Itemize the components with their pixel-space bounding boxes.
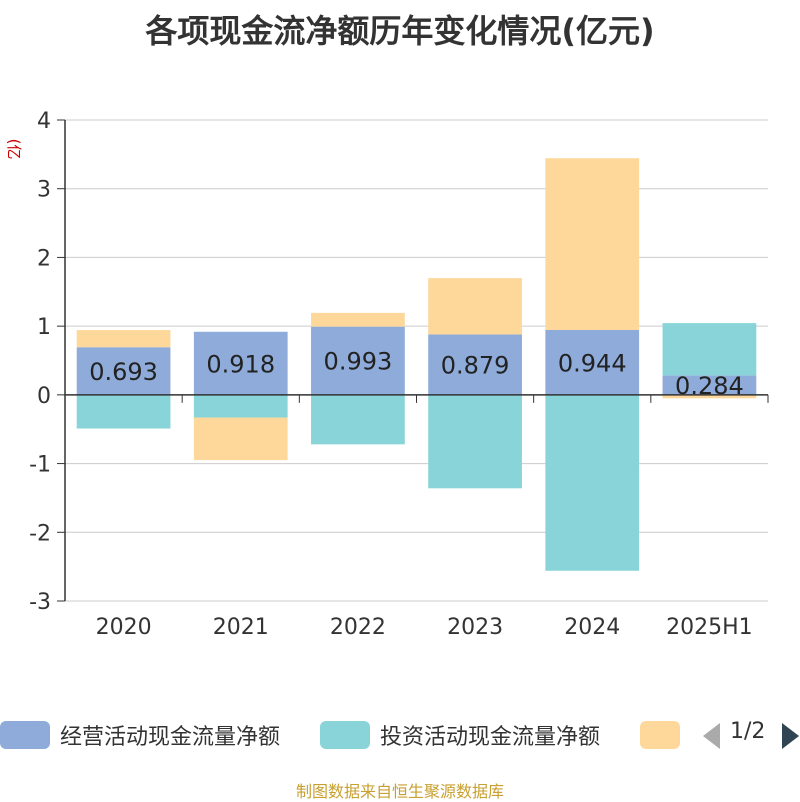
data-label: 0.693 [89, 358, 158, 386]
bar-operating [76, 347, 171, 395]
legend-swatch-operating [0, 721, 50, 749]
x-tick-label: 2023 [447, 615, 503, 640]
bar-third [311, 312, 405, 327]
bar-operating [428, 334, 522, 395]
source-note: 制图数据来自恒生聚源数据库 [295, 782, 504, 801]
y-tick-label: 3 [37, 178, 51, 203]
legend-item-investing[interactable]: 投资活动现金流量净额 [320, 718, 600, 752]
y-tick-label: 2 [37, 246, 51, 271]
legend-item-operating[interactable]: 经营活动现金流量净额 [0, 718, 280, 752]
data-label: 0.879 [441, 352, 510, 380]
y-tick-label: 4 [37, 109, 51, 134]
legend-page-indicator: 1/2 [730, 719, 766, 744]
bar-third [193, 417, 288, 461]
bar-investing [545, 394, 640, 571]
chart-title: 各项现金流净额历年变化情况(亿元) [145, 12, 655, 50]
legend-label-investing: 投资活动现金流量净额 [380, 725, 601, 750]
data-label: 0.918 [206, 350, 275, 378]
bar-operating [193, 331, 288, 395]
x-tick-label: 2021 [213, 615, 269, 640]
bar-operating [662, 375, 757, 395]
x-tick-label: 2022 [330, 615, 386, 640]
bar-investing [76, 394, 171, 429]
bar-operating [545, 329, 640, 395]
legend-swatch-investing [320, 721, 370, 749]
y-tick-label: -1 [29, 453, 51, 478]
legend-next-page-icon[interactable] [782, 723, 799, 749]
bar-investing [662, 323, 757, 376]
x-tick-label: 2024 [564, 615, 620, 640]
bar-investing [428, 394, 522, 489]
legend: 经营活动现金流量净额 投资活动现金流量净额 [0, 714, 800, 758]
x-tick-label: 2020 [96, 615, 152, 640]
y-tick-label: 0 [37, 384, 51, 409]
y-tick-label: 1 [37, 315, 51, 340]
data-label: 0.284 [675, 372, 744, 400]
bar-third [428, 278, 522, 335]
bar-third [662, 394, 757, 399]
data-label: 0.993 [324, 348, 393, 376]
legend-item-third[interactable] [640, 718, 680, 752]
legend-label-operating: 经营活动现金流量净额 [60, 725, 281, 750]
legend-prev-page-icon[interactable] [703, 723, 720, 749]
legend-swatch-third [640, 721, 680, 749]
y-tick-label: -3 [29, 590, 51, 615]
bar-third [545, 158, 640, 330]
bar-operating [311, 326, 405, 395]
bar-investing [311, 394, 405, 445]
y-tick-label: -2 [29, 521, 51, 546]
x-tick-label: 2025H1 [666, 615, 753, 640]
bar-investing [193, 394, 288, 418]
bar-third [76, 330, 171, 348]
data-label: 0.944 [558, 349, 627, 377]
